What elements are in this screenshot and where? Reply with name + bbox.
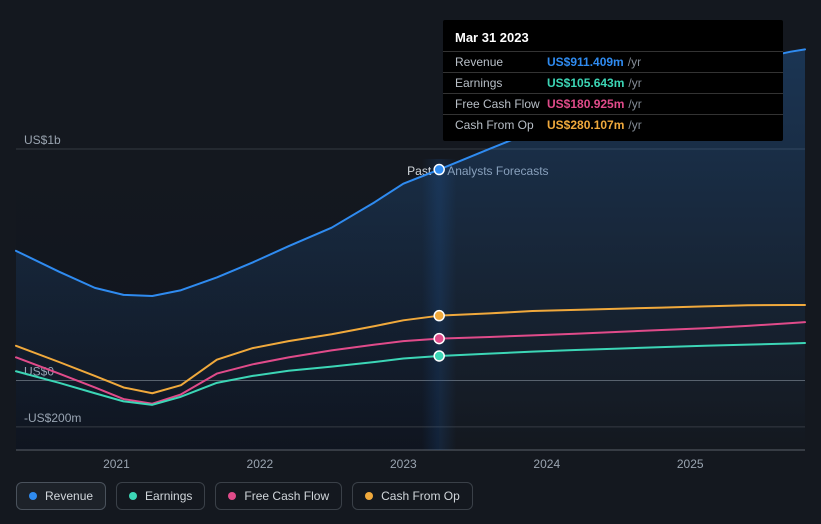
legend-dot-icon [129,492,137,500]
financials-forecast-chart: US$1bUS$0-US$200mPastAnalysts Forecasts2… [0,0,821,524]
x-axis-tick-label: 2022 [247,457,274,471]
legend-dot-icon [365,492,373,500]
x-axis-tick-label: 2024 [533,457,560,471]
tooltip-row: RevenueUS$911.409m/yr [443,51,783,72]
series-marker-free_cash_flow [434,334,444,344]
legend-item-label: Revenue [45,489,93,503]
tooltip-row-unit: /yr [628,118,641,132]
tooltip-row-unit: /yr [628,55,641,69]
y-axis-label: US$1b [24,133,61,147]
legend-item-label: Earnings [145,489,192,503]
legend-item-free_cash_flow[interactable]: Free Cash Flow [215,482,342,510]
tooltip-row-value: US$180.925m [547,97,624,111]
tooltip-row-label: Revenue [455,55,547,69]
x-axis-tick-label: 2023 [390,457,417,471]
tooltip-row-unit: /yr [628,97,641,111]
x-axis-tick-label: 2021 [103,457,130,471]
tooltip-row-value: US$105.643m [547,76,624,90]
series-marker-revenue [434,165,444,175]
series-marker-earnings [434,351,444,361]
legend-item-earnings[interactable]: Earnings [116,482,205,510]
chart-legend: Revenue Earnings Free Cash Flow Cash From O… [16,482,473,510]
tooltip-row: Free Cash FlowUS$180.925m/yr [443,93,783,114]
tooltip-row-unit: /yr [628,76,641,90]
series-marker-cash_from_op [434,311,444,321]
tooltip-row-label: Earnings [455,76,547,90]
legend-item-label: Free Cash Flow [244,489,329,503]
tooltip-row-label: Cash From Op [455,118,547,132]
legend-dot-icon [29,492,37,500]
legend-item-cash_from_op[interactable]: Cash From Op [352,482,473,510]
x-axis-tick-label: 2025 [677,457,704,471]
chart-tooltip: Mar 31 2023 RevenueUS$911.409m/yrEarning… [443,20,783,141]
tooltip-row: EarningsUS$105.643m/yr [443,72,783,93]
tooltip-row: Cash From OpUS$280.107m/yr [443,114,783,135]
legend-item-label: Cash From Op [381,489,460,503]
tooltip-row-value: US$911.409m [547,55,624,69]
legend-item-revenue[interactable]: Revenue [16,482,106,510]
legend-dot-icon [228,492,236,500]
tooltip-date: Mar 31 2023 [443,30,783,51]
tooltip-row-value: US$280.107m [547,118,624,132]
tooltip-row-label: Free Cash Flow [455,97,547,111]
